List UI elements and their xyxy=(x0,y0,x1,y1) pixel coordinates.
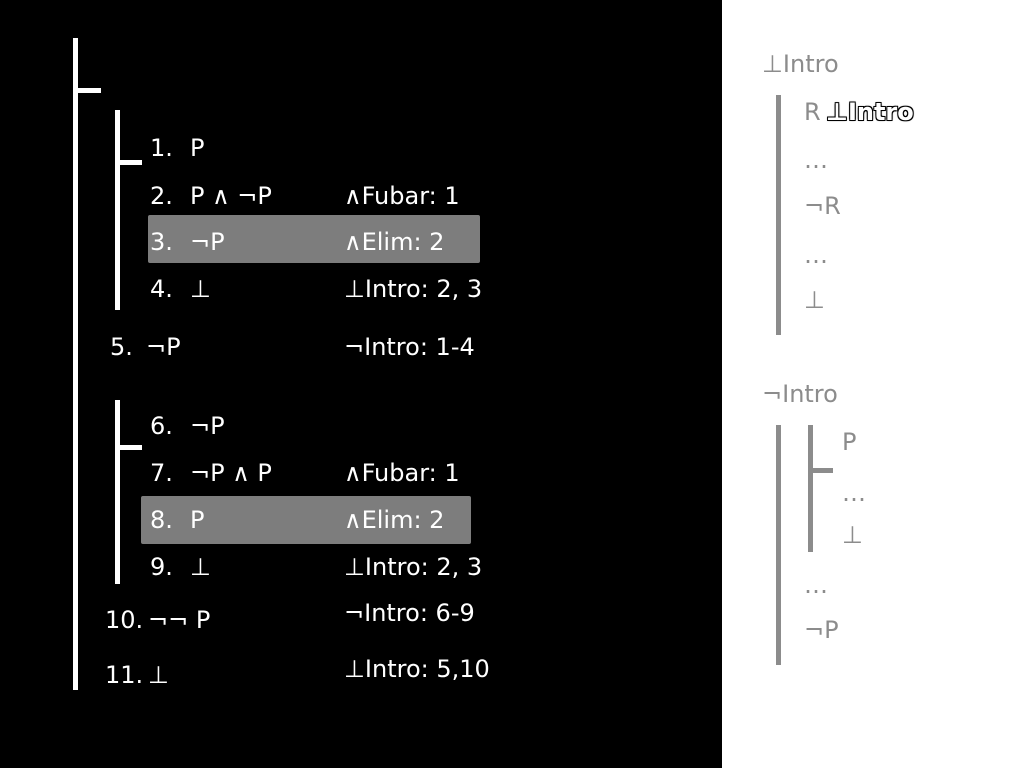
bot-intro-line-4: … xyxy=(804,241,828,269)
proof-line-formula: ¬P xyxy=(190,412,225,440)
subproof-1-tick xyxy=(115,160,142,165)
proof-line-number: 1. xyxy=(150,134,173,162)
proof-line-number: 2. xyxy=(150,182,173,210)
proof-line-justification: ∧Elim: 2 xyxy=(344,228,445,256)
proof-line-justification: ¬Intro: 1-4 xyxy=(344,333,475,361)
proof-line-formula: ⊥ xyxy=(148,661,169,689)
proof-line-number: 7. xyxy=(150,459,173,487)
proof-line-number: 6. xyxy=(150,412,173,440)
proof-line-formula: ¬P xyxy=(190,228,225,256)
rules-panel: ⊥Intro R ⊥Intro … ¬R … ⊥ ¬Intro P … ⊥ … … xyxy=(722,0,1024,768)
neg-intro-sub-line-3: ⊥ xyxy=(842,521,863,549)
bot-intro-line-5: ⊥ xyxy=(804,286,825,314)
neg-intro-subproof-tick xyxy=(808,468,833,473)
proof-line-formula: ⊥ xyxy=(190,275,211,303)
proof-line-formula: ¬P xyxy=(146,333,181,361)
proof-line-justification: ¬Intro: 6-9 xyxy=(344,599,475,627)
neg-intro-subproof-bar xyxy=(808,425,813,552)
neg-intro-sub-line-2: … xyxy=(842,479,866,507)
proof-line-formula: ⊥ xyxy=(190,553,211,581)
proof-line-formula: P xyxy=(190,134,205,162)
proof-line-number: 11. xyxy=(105,661,144,689)
bot-intro-line-1-label: ⊥Intro xyxy=(826,98,914,126)
proof-line-justification: ⊥Intro: 2, 3 xyxy=(344,553,483,581)
proof-line-number: 3. xyxy=(150,228,173,256)
bot-intro-line-3: ¬R xyxy=(804,192,841,220)
rule-title-neg-intro: ¬Intro xyxy=(762,380,838,408)
proof-line-justification: ∧Fubar: 1 xyxy=(344,459,460,487)
subproof-2-tick xyxy=(115,445,142,450)
proof-line-number: 9. xyxy=(150,553,173,581)
proof-panel: 1. P 2. P ∧ ¬P ∧Fubar: 1 3. ¬P ∧Elim: 2 … xyxy=(73,38,490,690)
proof-line-number: 4. xyxy=(150,275,173,303)
proof-line-justification: ⊥Intro: 2, 3 xyxy=(344,275,483,303)
neg-intro-scope-bar xyxy=(776,425,781,665)
outer-scope-bar xyxy=(73,38,78,690)
neg-intro-line-5: ¬P xyxy=(804,616,839,644)
subproof-1-bar xyxy=(115,110,120,310)
proof-line-justification: ∧Elim: 2 xyxy=(344,506,445,534)
proof-line-number: 10. xyxy=(105,606,144,634)
rule-title-bot-intro: ⊥Intro xyxy=(762,50,839,78)
proof-line-justification: ∧Fubar: 1 xyxy=(344,182,460,210)
proof-line-number: 5. xyxy=(110,333,133,361)
proof-line-formula: P xyxy=(190,506,205,534)
neg-intro-sub-line-1: P xyxy=(842,428,857,456)
proof-line-formula: ¬P ∧ P xyxy=(190,459,272,487)
highlight-line-3 xyxy=(148,215,480,263)
bot-intro-scope-bar xyxy=(776,95,781,335)
neg-intro-line-4: … xyxy=(804,571,828,599)
proof-line-number: 8. xyxy=(150,506,173,534)
proof-line-formula: ¬¬ P xyxy=(148,606,211,634)
proof-line-formula: P ∧ ¬P xyxy=(190,182,272,210)
proof-line-justification: ⊥Intro: 5,10 xyxy=(344,655,490,683)
highlight-line-8 xyxy=(141,496,471,544)
bot-intro-line-1-formula: R xyxy=(804,98,821,126)
subproof-2-bar xyxy=(115,400,120,584)
outer-premise-tick xyxy=(73,88,101,93)
bot-intro-line-2: … xyxy=(804,146,828,174)
